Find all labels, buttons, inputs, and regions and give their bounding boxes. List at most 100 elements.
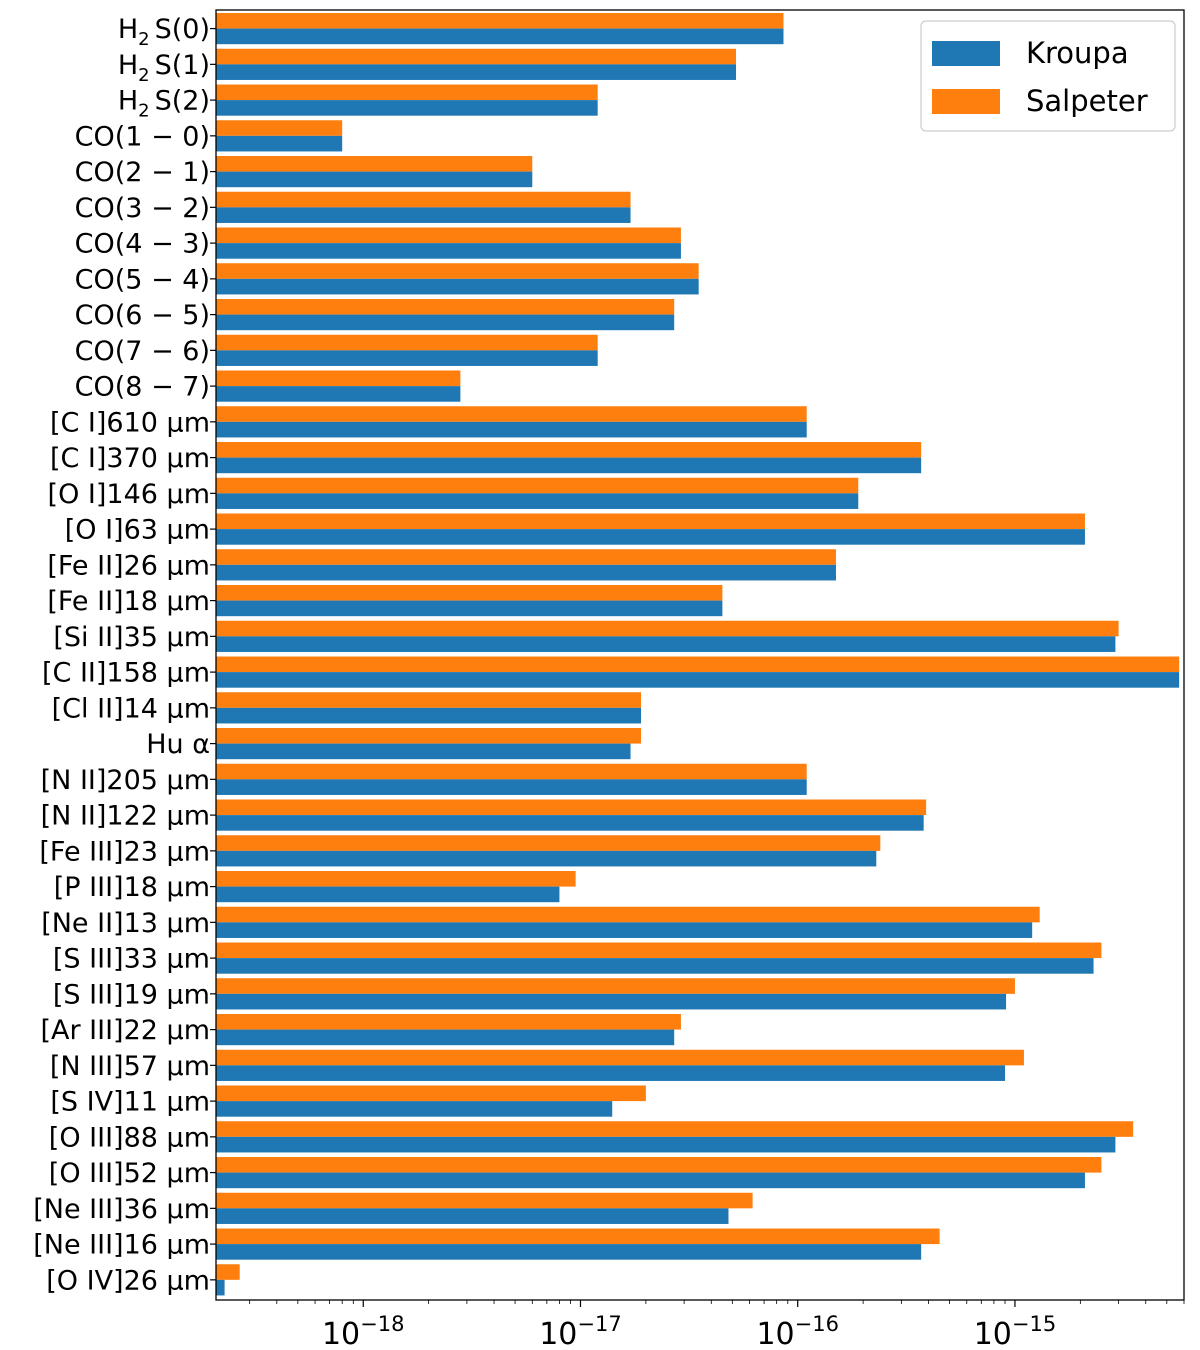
y-tick-label: [P III]18 μm: [54, 872, 210, 903]
bar-salpeter: [216, 1085, 646, 1102]
y-tick-label: [N II]122 μm: [41, 801, 210, 832]
y-tick-label: [S IV]11 μm: [50, 1087, 210, 1118]
bar-salpeter: [216, 370, 461, 387]
bar-salpeter: [216, 1014, 681, 1030]
bar-salpeter: [216, 13, 784, 29]
bar-salpeter: [216, 799, 927, 816]
bar-kroupa: [216, 457, 922, 474]
y-tick-label: CO(5 − 4): [75, 264, 210, 295]
bar-salpeter: [216, 84, 598, 101]
bar-kroupa: [216, 1136, 1116, 1153]
bar-salpeter: [216, 263, 699, 279]
y-tick-label: [Fe II]18 μm: [47, 586, 210, 617]
y-tick-label: H2 S(2): [118, 86, 210, 122]
bar-salpeter: [216, 1264, 240, 1280]
bar-salpeter: [216, 835, 881, 851]
bar-salpeter: [216, 120, 343, 136]
x-tick-label: 10−15: [974, 1312, 1057, 1350]
bar-kroupa: [216, 207, 631, 223]
bar-salpeter: [216, 1157, 1102, 1173]
legend-label-salpeter: Salpeter: [1026, 84, 1148, 118]
y-tick-label: CO(7 − 6): [75, 336, 210, 367]
y-tick-label: [C I]370 μm: [50, 443, 210, 474]
y-tick-label: CO(1 − 0): [75, 121, 210, 152]
bar-salpeter: [216, 763, 807, 780]
bar-salpeter: [216, 477, 859, 494]
y-tick-label: CO(3 − 2): [75, 193, 210, 224]
y-tick-label: [Ne III]36 μm: [33, 1194, 210, 1225]
bar-kroupa: [216, 493, 859, 509]
bar-kroupa: [216, 386, 461, 402]
bar-salpeter: [216, 728, 642, 744]
y-tick-label: [O III]52 μm: [49, 1158, 210, 1189]
legend: Kroupa Salpeter: [920, 20, 1176, 132]
bar-kroupa: [216, 672, 1180, 688]
bar-kroupa: [216, 779, 807, 795]
bar-salpeter: [216, 656, 1180, 673]
y-tick-label: [Fe II]26 μm: [47, 550, 210, 581]
bar-kroupa: [216, 171, 533, 188]
bar-salpeter: [216, 585, 723, 601]
bar-salpeter: [216, 227, 681, 244]
bar-kroupa: [216, 1208, 729, 1224]
y-tick-label: [Ar III]22 μm: [40, 1015, 210, 1046]
bar-salpeter: [216, 549, 836, 565]
bar-kroupa: [216, 815, 924, 831]
bar-kroupa: [216, 1244, 922, 1260]
bar-salpeter: [216, 1121, 1134, 1137]
y-tick-label: [N III]57 μm: [50, 1051, 210, 1082]
bar-kroupa: [216, 1029, 675, 1046]
y-axis: H2 S(0)H2 S(1)H2 S(2)CO(1 − 0) CO(2 − 1) CO(3…: [33, 14, 216, 1296]
bar-kroupa: [216, 564, 836, 581]
bar-salpeter: [216, 299, 675, 315]
y-tick-label: [Ne III]16 μm: [33, 1230, 210, 1261]
bar-kroupa: [216, 135, 343, 152]
bar-salpeter: [216, 1228, 940, 1245]
bar-salpeter: [216, 692, 642, 708]
legend-swatch-salpeter: [932, 89, 1000, 114]
bar-kroupa: [216, 922, 1033, 938]
bar-salpeter: [216, 406, 807, 422]
y-tick-label: CO(4 − 3): [75, 229, 210, 260]
x-tick-label: 10−17: [539, 1312, 622, 1350]
bar-kroupa: [216, 529, 1085, 545]
bar-kroupa: [216, 1101, 613, 1117]
y-tick-label: [Ne II]13 μm: [41, 908, 210, 939]
y-tick-label: CO(2 − 1): [75, 157, 210, 188]
bar-kroupa: [216, 1172, 1085, 1189]
bar-kroupa: [216, 886, 560, 903]
bar-kroupa: [216, 243, 681, 259]
y-tick-label: [O III]88 μm: [49, 1122, 210, 1153]
y-tick-label: [N II]205 μm: [41, 765, 210, 796]
bar-kroupa: [216, 350, 598, 366]
bar-salpeter: [216, 871, 576, 887]
y-tick-label: H2 S(0): [118, 14, 210, 50]
y-tick-label: [O I]63 μm: [65, 515, 210, 546]
bar-kroupa: [216, 1065, 1006, 1081]
bar-kroupa: [216, 993, 1007, 1010]
bar-kroupa: [216, 28, 784, 45]
bar-kroupa: [216, 314, 675, 331]
x-tick-label: 10−16: [756, 1312, 839, 1350]
x-axis: 10−18 10−17 10−16 10−15: [249, 1300, 1185, 1350]
y-tick-label: CO(6 − 5): [75, 300, 210, 331]
y-tick-label: [S III]19 μm: [53, 979, 210, 1010]
x-tick-label: 10−18: [322, 1312, 405, 1350]
plot-frame: [215, 9, 1185, 1301]
legend-label-kroupa: Kroupa: [1026, 36, 1129, 70]
y-tick-label: CO(8 − 7): [75, 372, 210, 403]
bar-kroupa: [216, 278, 699, 295]
bar-kroupa: [216, 1279, 225, 1296]
bar-kroupa: [216, 600, 723, 617]
bar-salpeter: [216, 978, 1015, 994]
bar-kroupa: [216, 421, 807, 438]
bar-kroupa: [216, 636, 1116, 652]
y-tick-label: [O IV]26 μm: [46, 1265, 210, 1296]
bar-kroupa: [216, 100, 598, 116]
bar-kroupa: [216, 743, 631, 760]
y-tick-label: [C II]158 μm: [42, 658, 210, 689]
bar-kroupa: [216, 958, 1094, 974]
y-tick-label: [S III]33 μm: [53, 944, 210, 975]
bar-salpeter: [216, 191, 631, 208]
